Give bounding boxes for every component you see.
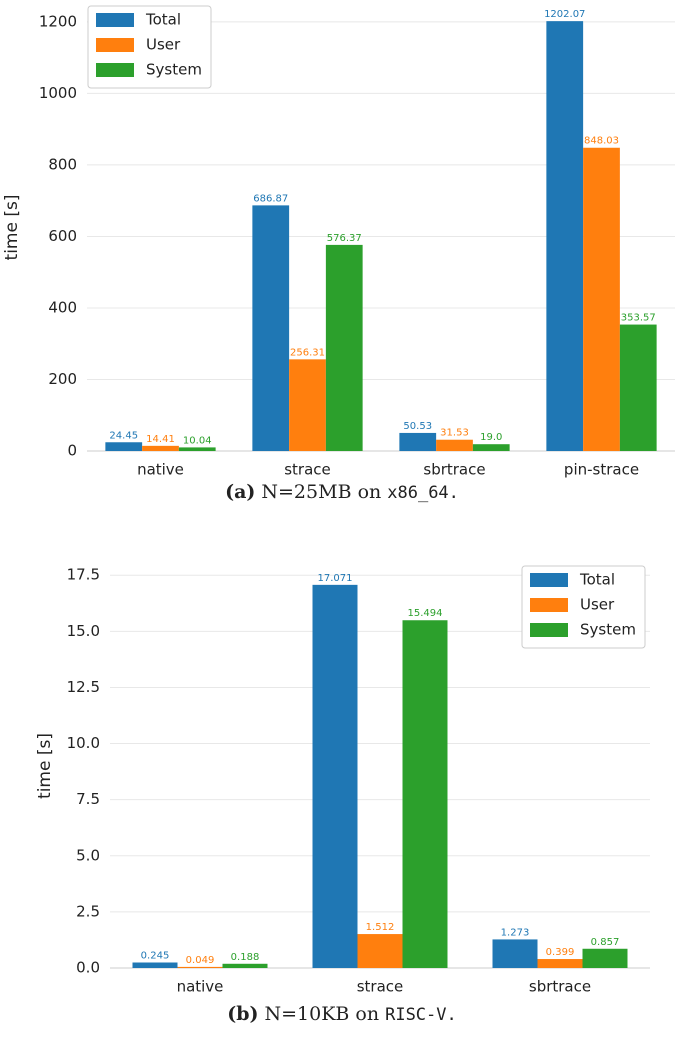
bar-chart: 0 200 400 600 800 1000 1200 time [s] native 24.45…: [2, 5, 675, 503]
bar: [132, 962, 178, 968]
caption-part: RISC-V.: [385, 1005, 457, 1025]
y-tick-label: 0: [67, 442, 77, 460]
value-label: 1202.07: [544, 9, 585, 20]
caption-part: N=25MB on: [261, 481, 381, 503]
value-label: 10.04: [183, 435, 212, 446]
legend-swatch: [530, 623, 568, 637]
bar: [325, 244, 363, 451]
bar: [619, 324, 657, 451]
legend-swatch: [530, 573, 568, 587]
y-tick-label: 17.5: [67, 566, 100, 584]
y-tick-label: 400: [48, 298, 77, 316]
y-tick-label: 800: [48, 155, 77, 173]
bar: [546, 21, 584, 451]
legend-label: User: [146, 36, 181, 54]
bar: [222, 963, 268, 968]
y-tick-label: 7.5: [76, 790, 100, 808]
bar: [252, 205, 290, 451]
bar-chart: 0.0 2.5 5.0 7.5 10.0 12.5 15.0 17.5 time [s] nati…: [35, 565, 650, 1025]
legend-label: System: [146, 61, 202, 79]
bar: [177, 966, 223, 968]
value-label: 353.57: [621, 313, 656, 324]
value-label: 0.188: [231, 952, 260, 963]
y-tick-label: 1000: [39, 84, 77, 102]
caption-part: x86_64.: [387, 483, 459, 503]
legend-label: System: [580, 621, 636, 639]
y-tick-label: 12.5: [67, 678, 100, 696]
y-tick-label: 5.0: [76, 846, 100, 864]
value-label: 50.53: [403, 421, 432, 432]
value-label: 15.494: [408, 608, 443, 619]
legend-swatch: [96, 38, 134, 52]
caption-part: (b): [227, 1003, 258, 1025]
bar: [436, 439, 473, 451]
y-tick-label: 200: [48, 370, 77, 388]
bar: [492, 939, 538, 968]
y-axis-title: time [s]: [2, 195, 22, 261]
value-label: 19.0: [480, 432, 502, 443]
legend-swatch: [96, 63, 134, 77]
value-label: 256.31: [290, 347, 325, 358]
legend: Total User System: [87, 5, 212, 89]
value-label: 14.41: [146, 434, 175, 445]
legend-label: User: [580, 596, 615, 614]
value-label: 17.071: [318, 573, 353, 584]
x-tick-label: sbrtrace: [529, 978, 591, 996]
x-tick-label: native: [177, 978, 224, 996]
bar: [537, 959, 583, 968]
bar: [105, 442, 143, 451]
y-axis-title: time [s]: [35, 733, 55, 799]
x-tick-label: strace: [284, 461, 331, 479]
caption: (a) N=25MB on x86_64.: [225, 481, 459, 503]
y-tick-label: 1200: [39, 12, 77, 30]
value-label: 576.37: [327, 233, 362, 244]
value-label: 31.53: [440, 428, 469, 439]
x-tick-label: pin-strace: [564, 461, 639, 479]
legend-swatch: [96, 13, 134, 27]
value-label: 1.273: [501, 927, 530, 938]
value-label: 0.245: [141, 951, 170, 962]
bar: [178, 447, 216, 451]
bar: [142, 445, 179, 451]
bar: [472, 444, 510, 451]
x-tick-label: sbrtrace: [423, 461, 485, 479]
value-label: 1.512: [366, 922, 395, 933]
value-label: 0.857: [591, 937, 620, 948]
legend-swatch: [530, 598, 568, 612]
value-label: 848.03: [584, 136, 619, 147]
caption-part: N=10KB on: [265, 1003, 380, 1025]
x-tick-label: native: [137, 461, 184, 479]
y-tick-label: 600: [48, 227, 77, 245]
y-tick-label: 2.5: [76, 902, 100, 920]
y-tick-label: 10.0: [67, 734, 100, 752]
caption: (b) N=10KB on RISC-V.: [227, 1003, 457, 1025]
value-label: 0.049: [186, 955, 215, 966]
legend-label: Total: [579, 571, 615, 589]
bar: [582, 948, 628, 968]
x-tick-label: strace: [357, 978, 404, 996]
value-label: 686.87: [253, 193, 288, 204]
bar: [289, 359, 326, 451]
legend: Total User System: [521, 565, 646, 649]
bar: [399, 432, 437, 451]
bar: [583, 147, 620, 451]
bar: [402, 620, 448, 968]
legend-label: Total: [145, 11, 181, 29]
value-label: 0.399: [546, 947, 575, 958]
bar: [312, 584, 358, 968]
y-tick-label: 0.0: [76, 959, 100, 977]
value-label: 24.45: [109, 430, 138, 441]
caption-part: (a): [225, 481, 255, 503]
bar: [357, 934, 403, 968]
y-tick-label: 15.0: [67, 622, 100, 640]
